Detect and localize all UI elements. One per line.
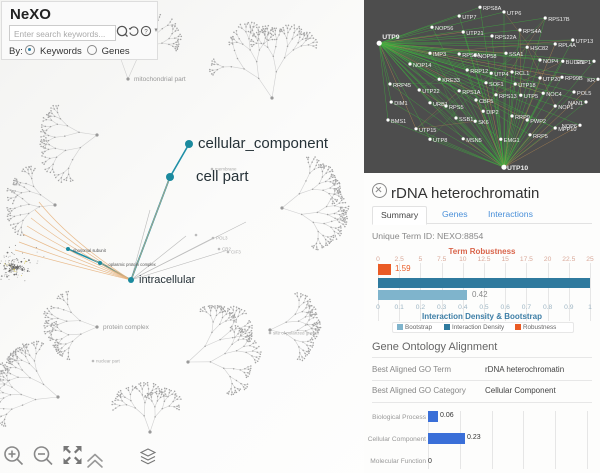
svg-text:RPS7A: RPS7A: [462, 53, 481, 59]
svg-text:RPS22A: RPS22A: [495, 35, 517, 41]
svg-text:POL3: POL3: [216, 236, 228, 241]
svg-text:RCL1: RCL1: [515, 71, 529, 77]
svg-text:URB1: URB1: [433, 102, 448, 108]
svg-text:ribosomal subunit: ribosomal subunit: [73, 248, 107, 253]
svg-text:UTP7: UTP7: [462, 15, 476, 21]
svg-text:protein complex: protein complex: [103, 324, 150, 331]
svg-text:UTP20: UTP20: [543, 77, 560, 83]
svg-text:NOP14: NOP14: [413, 63, 431, 69]
svg-text:RPS4A: RPS4A: [523, 29, 542, 35]
svg-text:RPS8A: RPS8A: [483, 6, 502, 12]
svg-text:UTP21: UTP21: [466, 31, 483, 37]
svg-text:RPL4A: RPL4A: [558, 43, 576, 49]
svg-text:nuclear part: nuclear part: [96, 359, 121, 364]
svg-text:NAN1: NAN1: [568, 101, 583, 107]
svg-text:cell part: cell part: [196, 168, 249, 185]
svg-text:SOF1: SOF1: [489, 82, 504, 88]
svg-text:UTP5: UTP5: [524, 94, 538, 100]
svg-text:UTP13: UTP13: [576, 39, 593, 45]
svg-text:UTP15: UTP15: [419, 128, 436, 134]
svg-text:UTP18: UTP18: [518, 83, 535, 89]
svg-text:UTP4: UTP4: [494, 72, 508, 78]
svg-text:UTP8: UTP8: [433, 138, 447, 144]
svg-text:UTP22: UTP22: [422, 89, 439, 95]
svg-text:SK6: SK6: [478, 120, 489, 126]
svg-text:NOP4: NOP4: [543, 59, 558, 65]
svg-text:intracellular: intracellular: [139, 274, 196, 286]
svg-text:MSN5: MSN5: [466, 138, 482, 144]
svg-text:RPS1A: RPS1A: [462, 90, 481, 96]
svg-text:UTP10: UTP10: [507, 165, 528, 172]
svg-text:KRE33: KRE33: [442, 78, 460, 84]
svg-text:CIF3: CIF3: [231, 250, 241, 255]
svg-text:RRP45: RRP45: [393, 83, 411, 89]
svg-text:site of polarized growth: site of polarized growth: [273, 331, 320, 336]
svg-text:RP99B: RP99B: [565, 76, 583, 82]
svg-text:...oplasmic protein complex: ...oplasmic protein complex: [105, 262, 157, 267]
svg-text:RRP12: RRP12: [470, 69, 488, 75]
svg-text:KR: KR: [587, 78, 595, 84]
svg-text:NOC4: NOC4: [546, 92, 562, 98]
svg-text:mitochondrial part: mitochondrial part: [134, 76, 186, 83]
svg-text:BMS1: BMS1: [391, 119, 406, 125]
svg-text:EMG1: EMG1: [504, 138, 520, 144]
svg-text:NOP56: NOP56: [435, 26, 453, 32]
svg-text:RPS13: RPS13: [499, 94, 517, 100]
svg-text:DIM1: DIM1: [394, 101, 407, 107]
svg-text:UTP9: UTP9: [382, 34, 400, 41]
svg-text:DIP2: DIP2: [486, 110, 498, 116]
svg-text:POL5: POL5: [577, 91, 591, 97]
svg-text:UTP6: UTP6: [507, 11, 521, 17]
svg-text:HSC82: HSC82: [530, 46, 548, 52]
svg-text:ENP1: ENP1: [576, 60, 591, 66]
svg-text:IMP3: IMP3: [433, 52, 446, 58]
svg-text:SSA1: SSA1: [509, 52, 523, 58]
svg-text:RPS5: RPS5: [449, 105, 464, 111]
svg-text:RPS17B: RPS17B: [548, 17, 570, 23]
svg-text:NOP58: NOP58: [478, 54, 496, 60]
svg-text:MPP10: MPP10: [558, 127, 576, 133]
svg-text:RRP9: RRP9: [515, 115, 530, 121]
svg-text:RRP5: RRP5: [533, 134, 548, 140]
svg-text:CBF5: CBF5: [479, 99, 493, 105]
svg-text:cellular_component: cellular_component: [198, 135, 329, 152]
svg-text:SSB1: SSB1: [459, 117, 473, 123]
svg-text:PWP2: PWP2: [530, 119, 546, 125]
